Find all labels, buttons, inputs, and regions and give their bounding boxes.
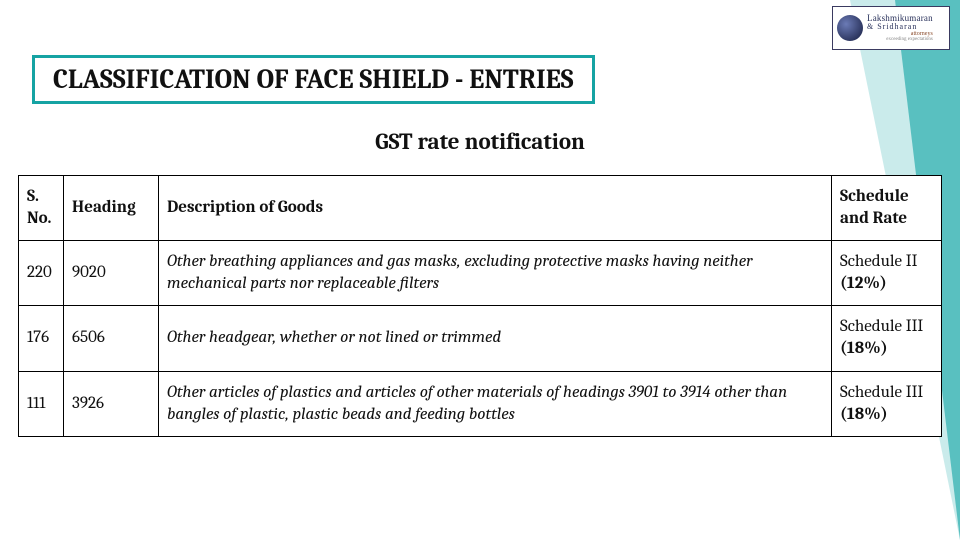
logo-text-line4: exceeding expectations (867, 37, 933, 42)
cell-rate: Schedule III (18%) (832, 306, 942, 371)
cell-heading: 9020 (64, 241, 159, 306)
cell-rate: Schedule III (18%) (832, 371, 942, 436)
rate-schedule: Schedule III (840, 316, 933, 338)
cell-sno: 111 (19, 371, 64, 436)
col-header-sno: S. No. (19, 176, 64, 241)
cell-rate: Schedule II (12%) (832, 241, 942, 306)
rate-percent: (18%) (840, 339, 888, 358)
table-header-row: S. No. Heading Description of Goods Sche… (19, 176, 942, 241)
rate-schedule: Schedule II (840, 251, 933, 273)
rate-schedule: Schedule III (840, 382, 933, 404)
logo-text-line2: & Sridharan (867, 23, 933, 31)
col-header-description: Description of Goods (159, 176, 832, 241)
cell-heading: 6506 (64, 306, 159, 371)
cell-sno: 176 (19, 306, 64, 371)
rate-percent: (12%) (840, 274, 887, 293)
slide-subtitle: GST rate notification (0, 128, 960, 155)
table-row: 220 9020 Other breathing appliances and … (19, 241, 942, 306)
gst-table-wrapper: S. No. Heading Description of Goods Sche… (18, 175, 942, 437)
table-row: 111 3926 Other articles of plastics and … (19, 371, 942, 436)
table-row: 176 6506 Other headgear, whether or not … (19, 306, 942, 371)
cell-description: Other headgear, whether or not lined or … (159, 306, 832, 371)
brand-logo: Lakshmikumaran & Sridharan attorneys exc… (832, 6, 950, 50)
col-header-heading: Heading (64, 176, 159, 241)
slide-title: CLASSIFICATION OF FACE SHIELD - ENTRIES (53, 64, 574, 95)
cell-heading: 3926 (64, 371, 159, 436)
col-header-rate: Schedule and Rate (832, 176, 942, 241)
rate-percent: (18%) (840, 405, 888, 424)
gst-table: S. No. Heading Description of Goods Sche… (18, 175, 942, 437)
cell-description: Other breathing appliances and gas masks… (159, 241, 832, 306)
logo-mark-icon (837, 15, 863, 41)
slide-title-box: CLASSIFICATION OF FACE SHIELD - ENTRIES (32, 55, 595, 104)
cell-sno: 220 (19, 241, 64, 306)
cell-description: Other articles of plastics and articles … (159, 371, 832, 436)
